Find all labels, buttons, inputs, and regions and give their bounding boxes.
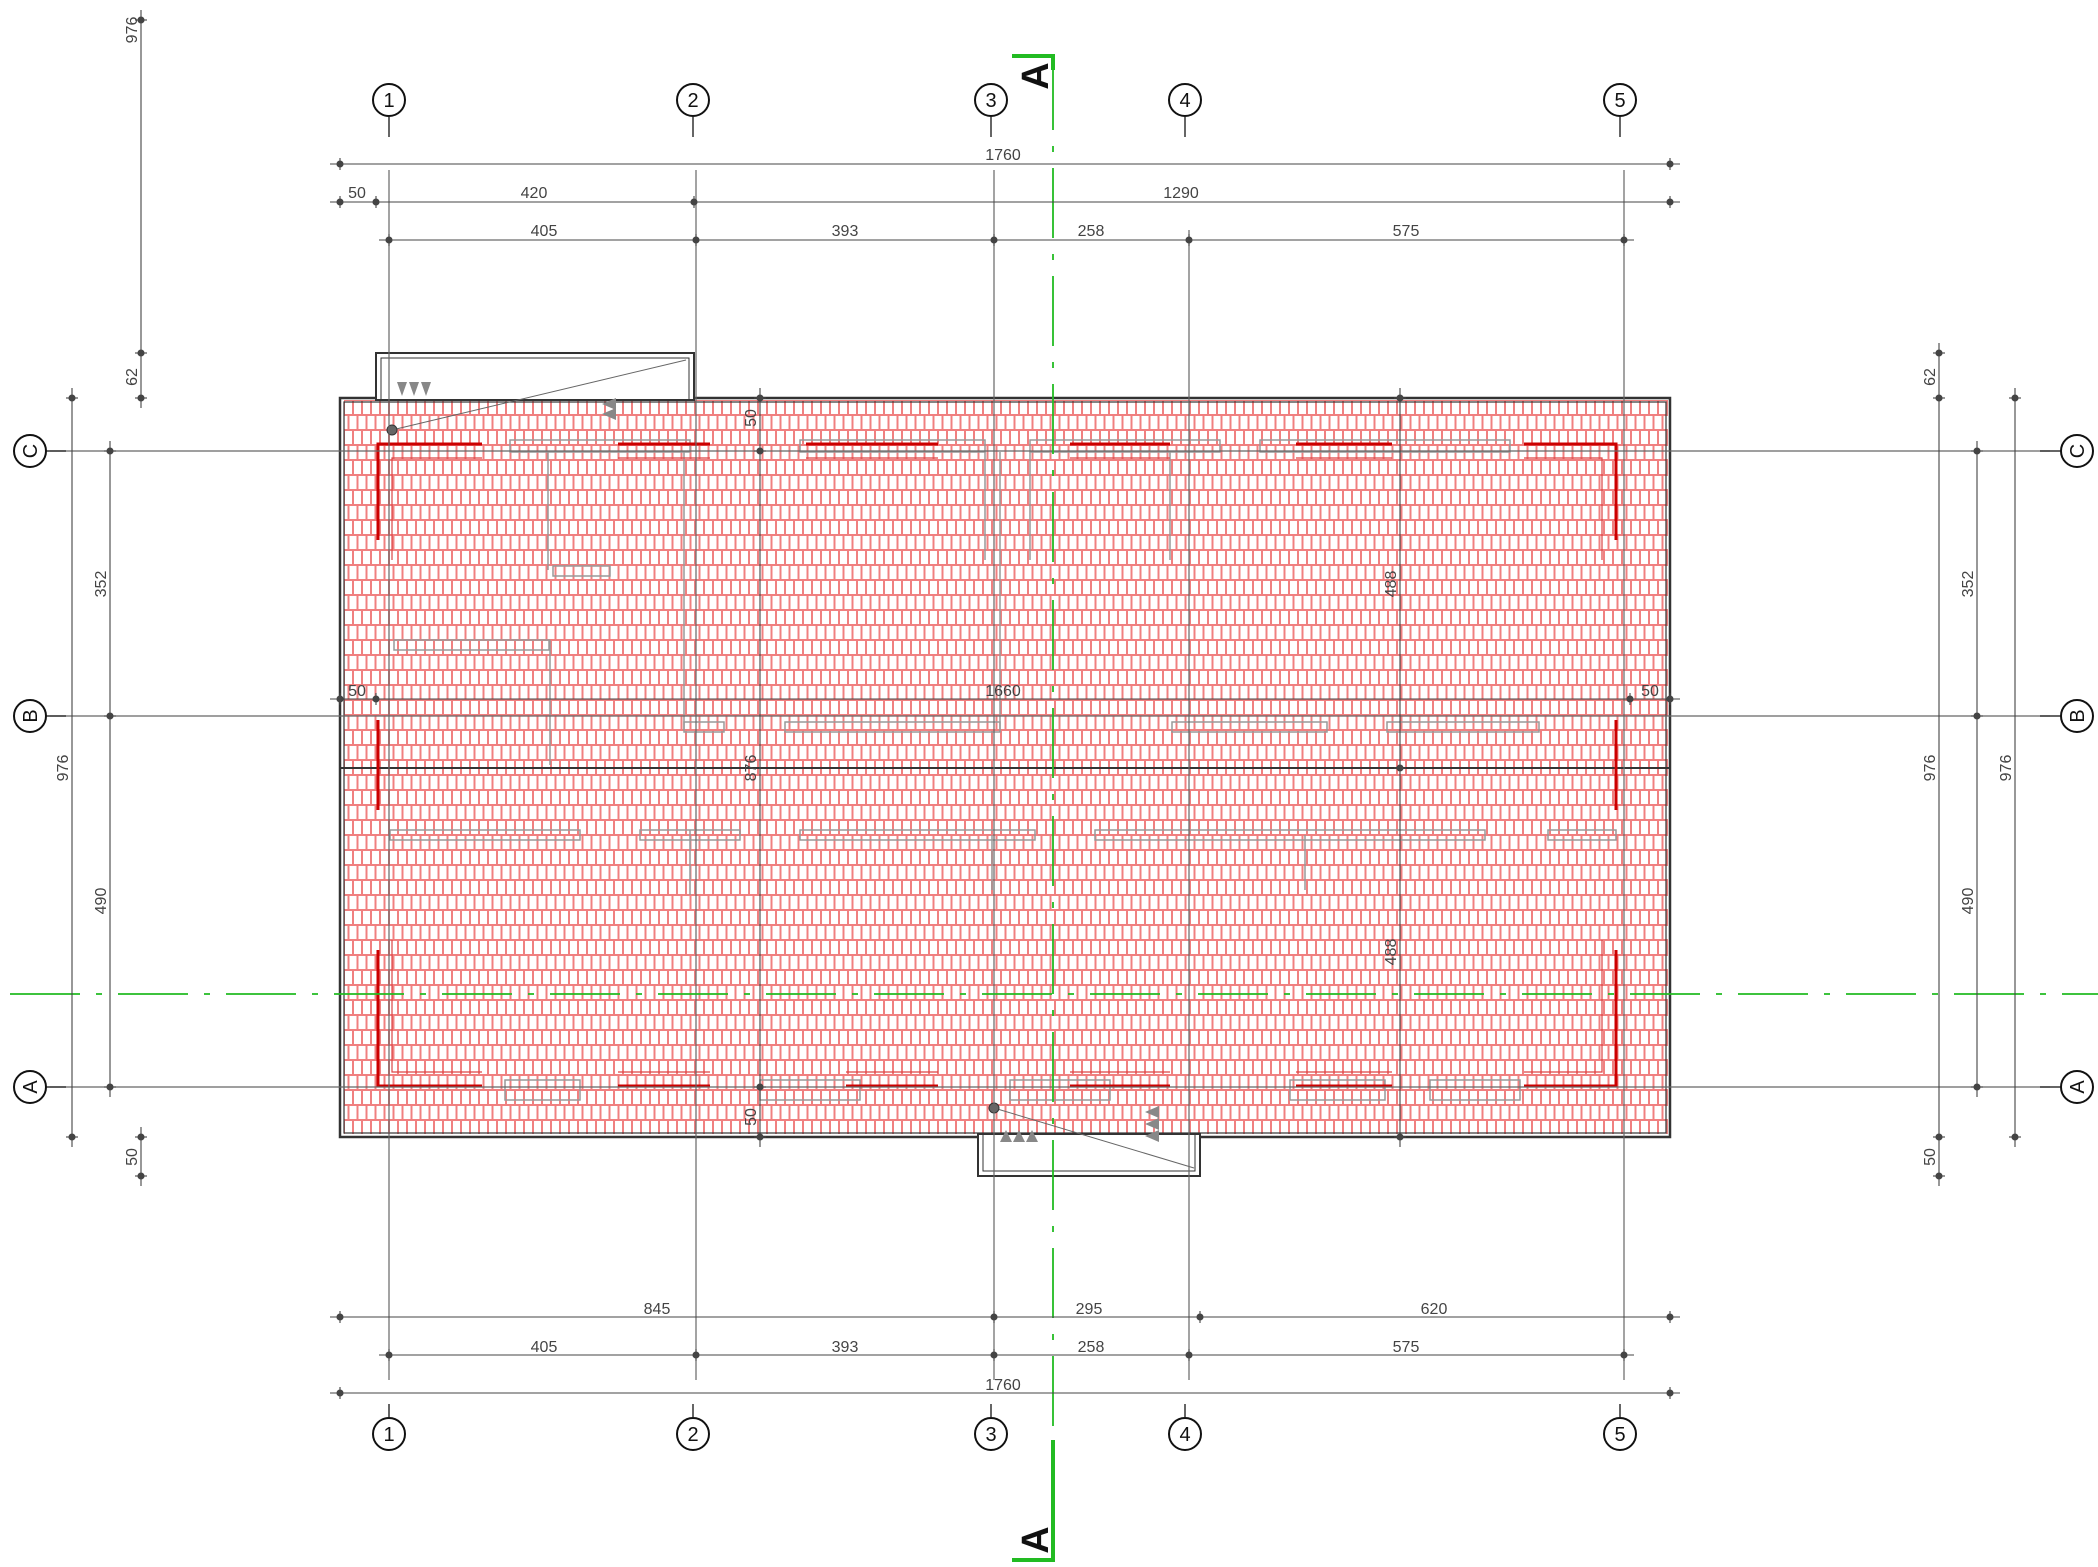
dim-chain-bottom-row2 xyxy=(379,1349,1634,1361)
dim-eave-bottom: 50 xyxy=(743,1108,760,1126)
dim-right-overhang: 50 xyxy=(1641,683,1659,700)
axis-marker-2-bottom: 2 xyxy=(676,1404,710,1451)
axis-label-5: 5 xyxy=(1614,90,1625,112)
axis-marker-3-bottom: 3 xyxy=(974,1404,1008,1451)
dim-left-bottom-small: 50 xyxy=(124,1148,141,1166)
axis-marker-A-right: A xyxy=(2040,1070,2094,1104)
dim-top-row3-b: 393 xyxy=(832,223,859,240)
dim-bottom-row1-c: 620 xyxy=(1421,1301,1448,1318)
dim-left-outer-upper: 976 xyxy=(124,17,141,44)
dim-right-total-inner: 976 xyxy=(1922,755,1939,782)
section-line-a xyxy=(10,54,2098,1562)
dim-chain-right-outer xyxy=(2009,388,2021,1147)
top-entrance-canopy xyxy=(375,352,695,436)
dim-chain-bottom-row1 xyxy=(330,1311,1680,1323)
dim-chain-left-bays xyxy=(104,441,116,1097)
grid-lines-horizontal xyxy=(50,450,2050,1088)
dim-top-overall: 1760 xyxy=(985,147,1021,164)
dim-left-bay-upper: 352 xyxy=(93,571,110,598)
dim-top-row2-c: 1290 xyxy=(1163,185,1199,202)
axis-marker-C-right: C xyxy=(2040,434,2094,468)
axis-marker-A-left: A xyxy=(13,1070,66,1104)
dim-left-total: 976 xyxy=(55,755,72,782)
dim-chain-interior-ridge xyxy=(330,693,1680,705)
dim-chain-top-overall xyxy=(330,158,1680,170)
dim-right-bottom-small: 50 xyxy=(1922,1148,1939,1166)
dim-right-small-top: 62 xyxy=(1922,368,1939,386)
dim-bottom-row2-c: 258 xyxy=(1078,1339,1105,1356)
axis-label-2: 2 xyxy=(687,90,698,112)
dim-bottom-overall: 1760 xyxy=(985,1377,1021,1394)
axis-label-1: 1 xyxy=(383,90,394,112)
axis-marker-1-top: 1 xyxy=(372,83,406,137)
dim-chain-left-bottom xyxy=(135,1127,147,1186)
axis-label-3: 3 xyxy=(985,90,996,112)
dim-chain-bottom-overall xyxy=(330,1387,1680,1399)
dim-depth: 876 xyxy=(743,755,760,782)
axis-marker-B-right: B xyxy=(2040,699,2094,733)
axis-label-B: B xyxy=(20,709,42,722)
axis-label-A: A xyxy=(2067,1080,2089,1094)
dim-top-row3-a: 405 xyxy=(531,223,558,240)
floor-plan-underlay xyxy=(389,439,1617,1101)
dim-left-overhang: 50 xyxy=(348,683,366,700)
dim-slope-upper: 488 xyxy=(1383,571,1400,598)
dim-left-bay-lower: 490 xyxy=(93,888,110,915)
section-label-bottom: A xyxy=(1015,1526,1057,1553)
dim-right-bay-lower: 490 xyxy=(1960,888,1977,915)
dim-top-row3-d: 575 xyxy=(1393,223,1420,240)
bottom-entrance-canopy xyxy=(977,1102,1201,1177)
dim-bottom-row1-a: 845 xyxy=(644,1301,671,1318)
axis-marker-4-top: 4 xyxy=(1168,83,1202,137)
dim-bottom-row1-b: 295 xyxy=(1076,1301,1103,1318)
dim-chain-top-row2 xyxy=(330,196,1680,208)
dim-slope-lower: 488 xyxy=(1383,939,1400,966)
dim-top-row2-a: 50 xyxy=(348,185,366,202)
axis-label-2: 2 xyxy=(687,1424,698,1446)
axis-label-B: B xyxy=(2067,709,2089,722)
axis-label-C: C xyxy=(20,444,42,458)
dim-chain-top-row3 xyxy=(379,234,1634,246)
wall-segments-inner xyxy=(391,457,1603,1073)
dim-eave-top: 50 xyxy=(743,409,760,427)
dim-chain-right-inner xyxy=(1933,343,1945,1186)
dim-right-bay-upper: 352 xyxy=(1960,571,1977,598)
axis-marker-4-bottom: 4 xyxy=(1168,1404,1202,1451)
dim-chain-left-outer xyxy=(135,10,147,408)
section-label-top: A xyxy=(1015,62,1057,89)
dim-bottom-row2-b: 393 xyxy=(832,1339,859,1356)
axis-marker-5-bottom: 5 xyxy=(1603,1404,1637,1451)
dim-chain-interior-slopes xyxy=(1394,388,1406,1147)
axis-label-3: 3 xyxy=(985,1424,996,1446)
axis-number-markers: 1 1 2 2 3 3 4 4 5 5 xyxy=(372,83,1637,1451)
dim-bottom-row2-d: 575 xyxy=(1393,1339,1420,1356)
axis-marker-C-left: C xyxy=(13,434,66,468)
axis-label-1: 1 xyxy=(383,1424,394,1446)
dim-top-row2-b: 420 xyxy=(521,185,548,202)
axis-marker-B-left: B xyxy=(13,699,66,733)
dim-top-row3-c: 258 xyxy=(1078,223,1105,240)
axis-label-4: 4 xyxy=(1179,1424,1190,1446)
dim-chain-right-bays xyxy=(1971,441,1983,1097)
axis-marker-3-top: 3 xyxy=(974,83,1008,137)
axis-label-4: 4 xyxy=(1179,90,1190,112)
dim-chain-left-total xyxy=(66,388,78,1147)
axis-label-A: A xyxy=(20,1080,42,1094)
axis-marker-5-top: 5 xyxy=(1603,83,1637,137)
axis-label-5: 5 xyxy=(1614,1424,1625,1446)
dim-chain-interior-depth xyxy=(754,388,766,1147)
dimension-lines xyxy=(66,10,2021,1399)
dim-ridge-span: 1660 xyxy=(985,683,1021,700)
wall-segments xyxy=(376,442,1618,1088)
axis-label-C: C xyxy=(2067,444,2089,458)
dim-right-total-outer: 976 xyxy=(1998,755,2015,782)
axis-marker-1-bottom: 1 xyxy=(372,1404,406,1451)
dim-bottom-row2-a: 405 xyxy=(531,1339,558,1356)
axis-letter-markers: C C B B A A xyxy=(13,434,2094,1104)
axis-marker-2-top: 2 xyxy=(676,83,710,137)
dim-left-outer-upper-small: 62 xyxy=(124,368,141,386)
